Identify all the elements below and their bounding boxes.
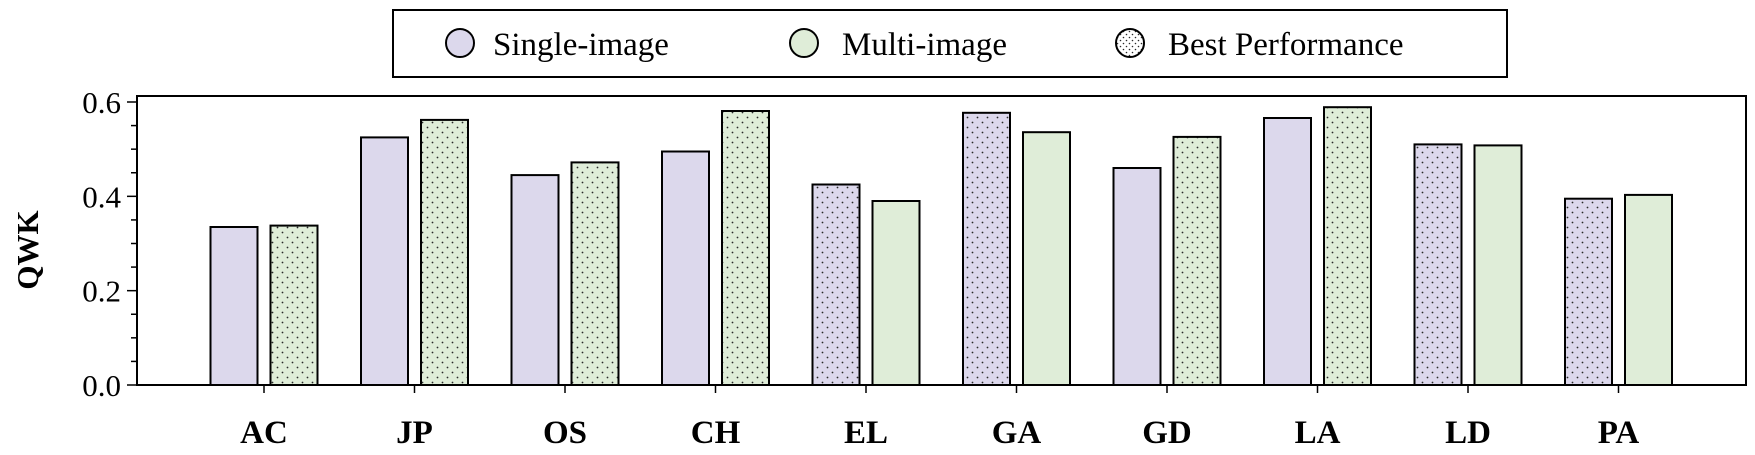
x-tick-label-la: LA [1295,415,1341,451]
bar-multi-image-ch [721,110,770,386]
y-tick-label: 0.4 [82,179,121,214]
bar-single-image-os [510,174,560,386]
legend: Single-image Multi-image Best Performanc… [392,9,1508,78]
bar-multi-image-ld [1473,144,1523,386]
legend-label-single-image: Single-image [493,27,669,63]
x-tick-label-ch: CH [691,415,741,451]
bar-single-image-gd [1112,167,1162,386]
bar-single-image-ac [209,226,259,386]
legend-frame [392,9,1508,78]
bar-single-image-la [1263,117,1312,386]
y-tick-label: 0.6 [82,85,121,120]
bar-single-image-el [811,183,861,386]
x-tick-label-os: OS [543,415,587,451]
x-axis-labels: AC JP OS CH EL GA GD LA LD PA [240,385,1639,451]
y-axis-title: QWK [10,210,45,289]
bar-single-image-ld [1413,143,1463,386]
x-tick-label-gd: GD [1142,415,1192,451]
bar-multi-image-os [570,161,620,386]
bar-multi-image-la [1323,106,1372,386]
x-tick-label-ga: GA [992,415,1042,451]
bar-single-image-jp [360,136,409,386]
x-tick-label-el: EL [844,415,888,451]
plot-frame [136,95,1747,386]
x-tick-label-pa: PA [1598,415,1640,451]
x-tick-label-ac: AC [240,415,288,451]
x-tick-label-ld: LD [1445,415,1491,451]
legend-label-best-performance: Best Performance [1168,27,1404,63]
bar-single-image-pa [1564,197,1613,386]
legend-label-multi-image: Multi-image [842,27,1007,63]
y-tick-label: 0.2 [82,274,121,309]
bar-multi-image-el [871,200,921,386]
bar-single-image-ch [661,150,710,386]
y-axis-ticks: 0.0 0.2 0.4 0.6 [82,85,137,403]
bar-single-image-ga [962,111,1011,387]
y-tick-label: 0.0 [82,368,121,403]
bar-multi-image-ga [1022,131,1071,386]
bar-multi-image-ac [269,224,319,386]
legend-swatch-multi-image [789,28,819,58]
bars [209,106,1673,387]
bar-multi-image-jp [420,118,469,387]
bar-multi-image-pa [1624,193,1673,386]
bar-multi-image-gd [1172,135,1222,386]
legend-swatch-single-image [445,28,475,58]
x-tick-label-jp: JP [396,415,433,451]
legend-swatch-best-performance [1115,28,1145,58]
